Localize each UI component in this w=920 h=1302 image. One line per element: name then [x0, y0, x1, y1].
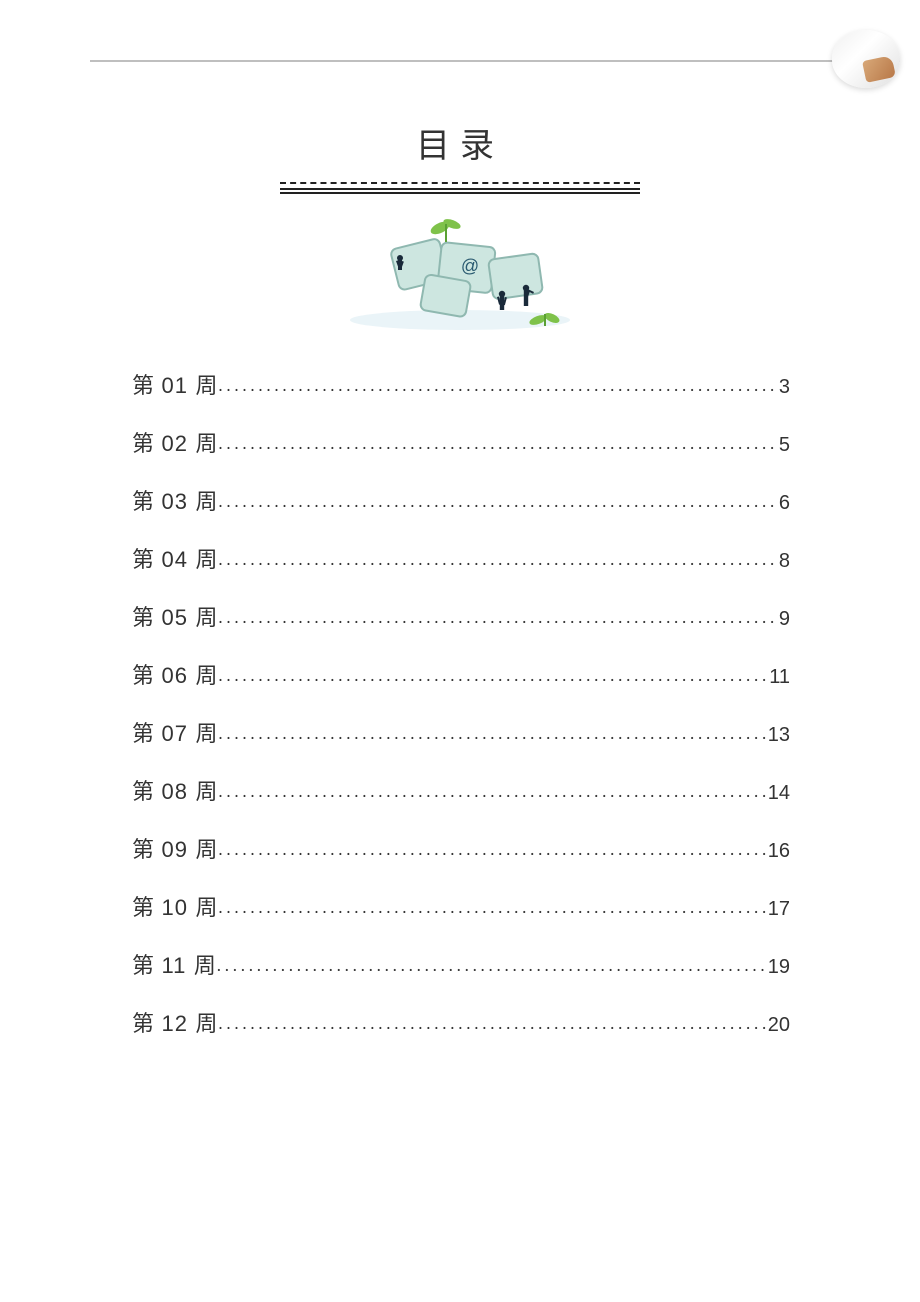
toc-entry-label: 第 12 周: [132, 1006, 218, 1038]
toc-page-number: 13: [766, 724, 790, 747]
toc-leader: [218, 1018, 766, 1039]
toc-row: 第 11 周 19: [132, 948, 790, 1006]
toc-leader: [218, 786, 766, 807]
toc-page-number: 17: [766, 898, 790, 921]
toc-entry-label: 第 03 周: [132, 484, 218, 516]
toc-page-number: 11: [767, 666, 790, 689]
toc-entry-label: 第 11 周: [132, 948, 216, 980]
toc-entry-label: 第 10 周: [132, 890, 218, 922]
decorative-illustration: @: [330, 202, 590, 332]
toc-row: 第 03 周 6: [132, 484, 790, 542]
toc-page-number: 9: [777, 608, 790, 631]
toc-entry-label: 第 05 周: [132, 600, 218, 632]
page-title: 目录: [0, 118, 920, 167]
toc-leader: [218, 380, 777, 401]
toc-page-number: 19: [766, 956, 790, 979]
toc-page-number: 3: [777, 376, 790, 399]
toc-leader: [216, 960, 766, 981]
title-underline: [280, 182, 640, 194]
toc-page-number: 16: [766, 840, 790, 863]
toc-row: 第 06 周 11: [132, 658, 790, 716]
toc-leader: [218, 844, 766, 865]
toc-row: 第 02 周 5: [132, 426, 790, 484]
toc-page-number: 20: [766, 1014, 790, 1037]
toc-entry-label: 第 08 周: [132, 774, 218, 806]
toc-row: 第 01 周 3: [132, 368, 790, 426]
toc-entry-label: 第 01 周: [132, 368, 218, 400]
toc-leader: [218, 438, 777, 459]
toc-row: 第 08 周 14: [132, 774, 790, 832]
toc-page-number: 5: [777, 434, 790, 457]
toc-row: 第 04 周 8: [132, 542, 790, 600]
toc-entry-label: 第 04 周: [132, 542, 218, 574]
toc-row: 第 05 周 9: [132, 600, 790, 658]
toc-entry-label: 第 06 周: [132, 658, 218, 690]
toc-row: 第 09 周 16: [132, 832, 790, 890]
toc-leader: [218, 728, 766, 749]
toc-leader: [218, 902, 766, 923]
toc-page-number: 8: [777, 550, 790, 573]
toc-entry-label: 第 07 周: [132, 716, 218, 748]
svg-text:@: @: [461, 256, 479, 276]
header-rule: [90, 60, 900, 62]
toc-leader: [218, 612, 777, 633]
toc-row: 第 07 周 13: [132, 716, 790, 774]
toc-row: 第 10 周 17: [132, 890, 790, 948]
table-of-contents: 第 01 周 3 第 02 周 5 第 03 周 6 第 04 周 8 第 05…: [132, 368, 790, 1064]
toc-entry-label: 第 09 周: [132, 832, 218, 864]
toc-page-number: 14: [766, 782, 790, 805]
toc-row: 第 12 周 20: [132, 1006, 790, 1064]
toc-leader: [218, 670, 768, 691]
toc-page-number: 6: [777, 492, 790, 515]
header-emblem-icon: [832, 30, 900, 88]
toc-leader: [218, 554, 777, 575]
toc-entry-label: 第 02 周: [132, 426, 218, 458]
toc-leader: [218, 496, 777, 517]
